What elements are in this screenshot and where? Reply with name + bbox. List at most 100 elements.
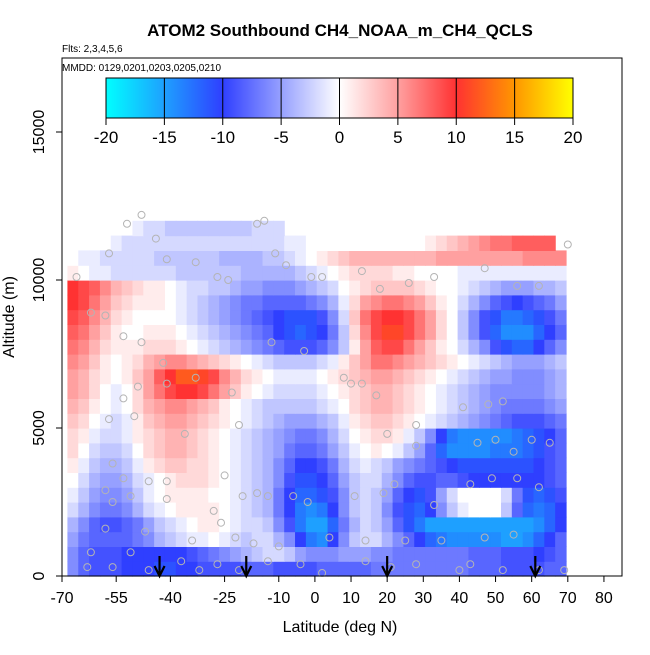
heatmap-cell [284,531,296,547]
heatmap-cell [490,294,502,311]
heatmap-cell [273,235,285,251]
heatmap-cell [381,472,394,488]
heatmap-cell [262,531,274,547]
heatmap-cell [479,250,491,266]
heatmap-cell [132,531,144,547]
heatmap-cell [349,413,361,429]
heatmap-cell [67,309,79,325]
heatmap-cell [240,442,253,459]
heatmap-cell [143,413,155,429]
heatmap-cell [78,457,90,473]
heatmap-cell [132,457,144,473]
heatmap-cell [132,220,144,237]
heatmap-cell [186,309,199,325]
sample-point [253,219,262,228]
heatmap-cell [99,383,112,399]
heatmap-cell [121,472,134,488]
heatmap-cell [435,561,448,577]
heatmap-cell [370,546,383,562]
heatmap-cell [392,368,405,385]
heatmap-cell [544,472,556,488]
heatmap-cell [154,383,166,399]
sample-point [119,332,128,341]
heatmap-cell [425,413,437,429]
heatmap-cell [208,442,220,459]
heatmap-cell [479,487,491,503]
sample-point [412,421,421,429]
heatmap-cell [99,531,112,547]
x-tick-label: 20 [378,590,396,607]
heatmap-cell [370,457,383,473]
heatmap-cell [143,472,155,488]
heatmap-cell [414,546,426,562]
heatmap-cell [338,383,350,399]
heatmap-cell [305,368,318,385]
heatmap-cell [490,502,502,518]
heatmap-cell [511,250,524,266]
heatmap-cell [273,502,285,518]
heatmap-cell [511,546,524,562]
x-tick-label: 0 [310,590,319,607]
heatmap-cell [468,294,480,311]
heatmap-cell [284,324,296,340]
heatmap-cell [392,265,405,281]
heatmap-cell [349,457,361,473]
heatmap-cell [208,368,220,385]
heatmap-cell [164,561,177,577]
heatmap-cell [208,516,220,533]
heatmap-cell [273,265,285,281]
heatmap-cell [219,442,231,459]
heatmap-cell [121,457,134,473]
heatmap-cell [121,428,134,444]
heatmap-cell [370,250,383,266]
heatmap-cell [544,354,556,370]
heatmap-cell [208,235,220,251]
heatmap-cell [164,354,177,370]
heatmap-cell [370,294,383,311]
heatmap-cell [110,561,123,577]
heatmap-cell [435,546,448,562]
heatmap-cell [435,383,448,399]
sample-point [318,273,327,281]
heatmap-cell [349,502,361,518]
heatmap-cell [240,472,253,488]
heatmap-cell [490,250,502,266]
heatmap-cell [305,324,318,340]
heatmap-cell [392,428,405,444]
heatmap-cell [186,383,199,399]
heatmap-cell [555,309,567,325]
sample-point [101,486,110,495]
colorbar-ticks: -20 -15 -10 -5 0 5 10 15 20 [94,78,582,147]
heatmap-cell [522,413,535,429]
heatmap-cell [305,502,318,518]
heatmap-cell [370,383,383,399]
heatmap-cell [511,309,524,325]
heatmap-cell [154,294,166,311]
heatmap-cell [544,383,556,399]
heatmap-cell [338,413,350,429]
heatmap-cell [143,487,155,503]
heatmap-cell [500,428,513,444]
heatmap-cell [511,472,524,488]
heatmap-cell [457,502,470,518]
heatmap-cell [132,398,144,414]
heatmap-cell [154,265,166,281]
heatmap-cell [338,280,350,296]
heatmap-cell [544,428,556,444]
heatmap-cell [370,339,383,355]
heatmap-cell [414,502,426,518]
heatmap-cell [435,294,448,311]
heatmap-cell [143,354,155,370]
heatmap-cell [284,294,296,311]
heatmap-cell [360,487,372,503]
heatmap-cell [500,280,513,296]
heatmap-cell [186,339,199,355]
heatmap-cell [89,294,101,311]
heatmap-cell [219,457,231,473]
heatmap-cell [197,531,209,547]
sample-point [144,566,153,575]
heatmap-cell [349,265,361,281]
heatmap-cell [425,561,437,577]
heatmap-cell [468,250,480,266]
heatmap-cell [511,339,524,355]
